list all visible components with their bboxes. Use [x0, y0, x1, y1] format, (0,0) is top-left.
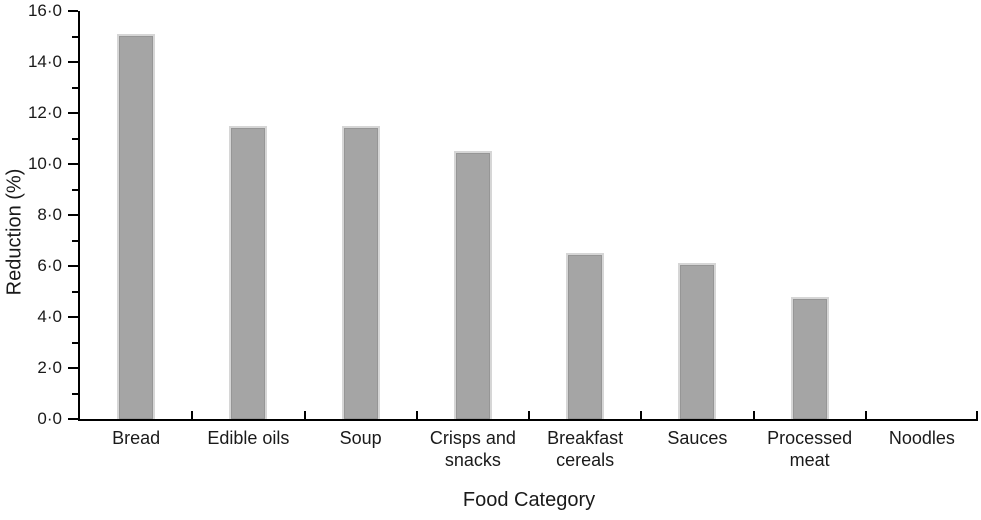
category-label-processed-meat: Processed meat: [767, 428, 853, 470]
x-boundary-tick: [528, 411, 530, 419]
y-major-tick: [68, 265, 78, 267]
y-major-tick: [68, 418, 78, 420]
bar-breakfast-cereals: [566, 253, 605, 419]
y-tick-label: 2·0: [37, 358, 62, 377]
bar-sauces: [678, 263, 717, 419]
y-tick-label: 6·0: [37, 256, 62, 275]
y-major-tick: [68, 10, 78, 12]
plot-area: 0·0 2·0 4·0 6·0 8·0 10·0 12·0 14·0 16·0: [28, 1, 978, 428]
x-boundary-tick: [191, 411, 194, 419]
x-boundary-tick: [303, 411, 306, 419]
category-label-sauces: Sauces: [667, 428, 728, 448]
bar-edible-oils: [229, 125, 268, 419]
category-label-breakfast-cereals: Breakfast cereals: [547, 428, 624, 470]
y-tick-label: 14·0: [27, 52, 62, 71]
x-axis-title: Food Category: [462, 489, 596, 511]
category-label-edible-oils: Edible oils: [207, 428, 290, 448]
y-minor-tick: [72, 35, 78, 38]
y-tick-label: 16·0: [27, 1, 62, 20]
x-boundary-tick: [752, 411, 755, 419]
x-boundary-tick: [640, 411, 643, 419]
y-tick-label: 0·0: [37, 409, 62, 428]
x-axis-category-labels: Bread Edible oils Soup Crisps and snacks Bre…: [80, 427, 978, 473]
y-major-tick: [68, 112, 78, 114]
category-label-soup: Soup: [339, 428, 382, 448]
x-boundary-tick: [864, 411, 867, 419]
y-minor-tick: [72, 341, 78, 344]
y-minor-tick: [72, 188, 78, 191]
bar-bread: [117, 33, 156, 419]
y-major-tick: [68, 214, 78, 216]
y-minor-tick: [72, 392, 78, 395]
y-minor-tick: [72, 239, 78, 242]
y-tick-label: 12·0: [27, 103, 62, 122]
x-boundary-tick: [976, 411, 978, 419]
category-label-bread: Bread: [112, 428, 161, 448]
bar-crisps-and-snacks: [453, 151, 492, 419]
y-tick-label: 8·0: [37, 205, 62, 224]
y-major-tick: [68, 163, 78, 165]
x-boundary-tick: [415, 411, 418, 419]
y-major-tick: [68, 61, 78, 63]
y-tick-label: 10·0: [27, 154, 62, 173]
bar-soup: [341, 125, 380, 419]
category-label-crisps-and-snacks: Crisps and snacks: [429, 428, 516, 470]
y-tick-label: 4·0: [37, 307, 62, 326]
y-minor-tick: [72, 290, 78, 293]
y-major-tick: [68, 367, 78, 369]
y-axis-title: Reduction (%): [3, 168, 26, 296]
bar-processed-meat: [790, 296, 829, 419]
y-major-tick: [68, 316, 78, 318]
category-label-noodles: Noodles: [888, 428, 955, 448]
y-minor-tick: [72, 137, 78, 140]
y-minor-tick: [72, 86, 78, 89]
